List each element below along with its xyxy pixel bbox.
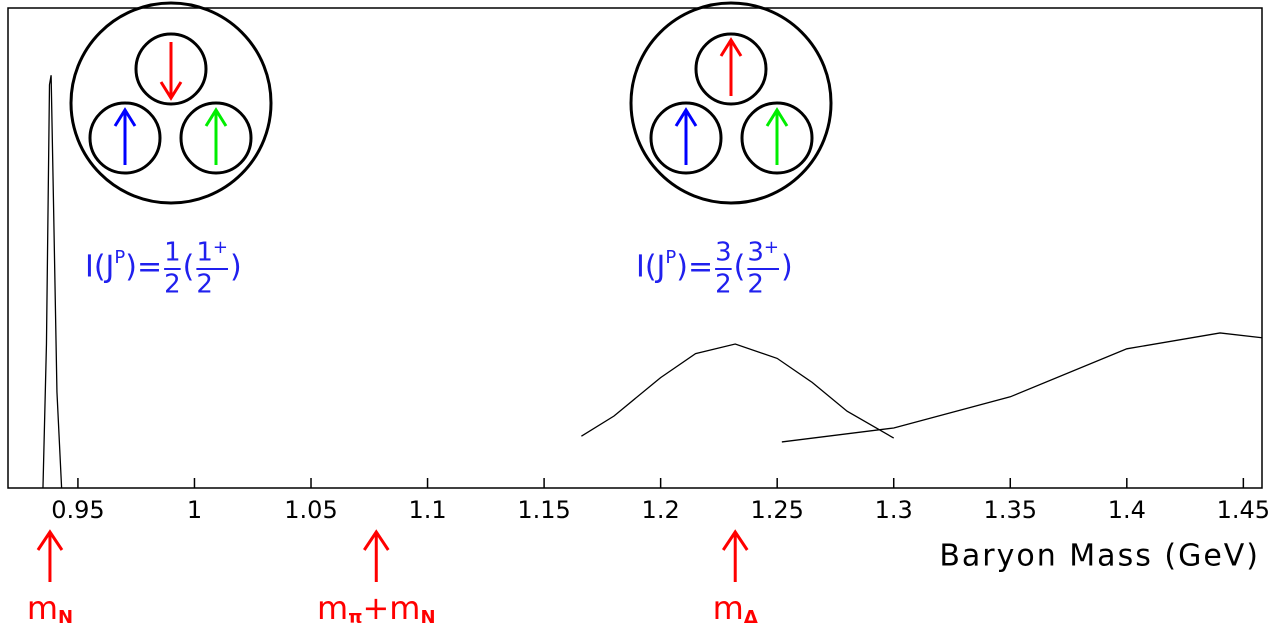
mass-arrow [363,529,390,582]
x-tick-label: 0.95 [51,496,104,524]
fraction-denominator: 2 [715,270,732,300]
plot-frame [7,7,1263,489]
fraction-numerator: 1 [196,238,213,268]
x-tick-label: 1.3 [875,496,913,524]
label-text: )= [125,250,162,285]
mass-label: mπ+mN [317,589,435,628]
label-text: ( [183,250,195,285]
label-superscript: P [665,247,676,268]
mass-arrow [36,529,64,582]
x-tick-label: 1.45 [1217,496,1270,524]
quark-diagram [69,1,273,205]
x-tick-label: 1.35 [984,496,1037,524]
label-text: ( [734,250,746,285]
fraction-superscript: + [764,237,779,258]
quantum-number-label: I(J P)= 32(3 +2) [636,237,793,300]
label-text: ) [781,250,793,285]
mass-label-subscript: N [58,607,73,628]
mass-label-subscript: π [348,607,362,628]
fraction-numerator: 3 [715,238,732,268]
mass-label-subscript: Δ [744,607,758,628]
label-superscript: P [114,247,125,268]
mass-label-subscript: N [420,607,435,628]
x-tick-label: 1.25 [750,496,803,524]
fraction-numerator: 3 [747,238,764,268]
x-tick-label: 1.4 [1108,496,1146,524]
spectrum-line [581,343,895,439]
fraction-superscript: + [213,237,228,258]
mass-label-text: m [27,589,58,627]
label-text: )= [676,250,713,285]
mass-label: mN [27,589,73,628]
quark-diagram [629,1,833,205]
x-tick-label: 1.2 [642,496,680,524]
x-tick-label: 1.05 [284,496,337,524]
mass-label-text: +m [362,589,420,627]
label-text: ) [230,250,242,285]
x-axis-label: Baryon Mass (GeV) [939,539,1260,574]
label-text: I(J [85,250,114,285]
spectrum-line [42,75,63,489]
fraction-denominator: 2 [196,270,213,300]
mass-label-text: m [713,589,744,627]
spectrum-line [781,332,1263,443]
x-tick-label: 1 [187,496,202,524]
fraction-denominator: 2 [164,270,181,300]
mass-label: mΔ [713,589,758,628]
quantum-number-label: I(J P)= 12(1 +2) [85,237,242,300]
x-tick-label: 1.15 [517,496,570,524]
label-text: I(J [636,250,665,285]
mass-label-text: m [317,589,348,627]
x-tick-label: 1.1 [408,496,446,524]
mass-arrow [721,529,749,582]
fraction-denominator: 2 [747,270,764,300]
fraction-numerator: 1 [164,238,181,268]
